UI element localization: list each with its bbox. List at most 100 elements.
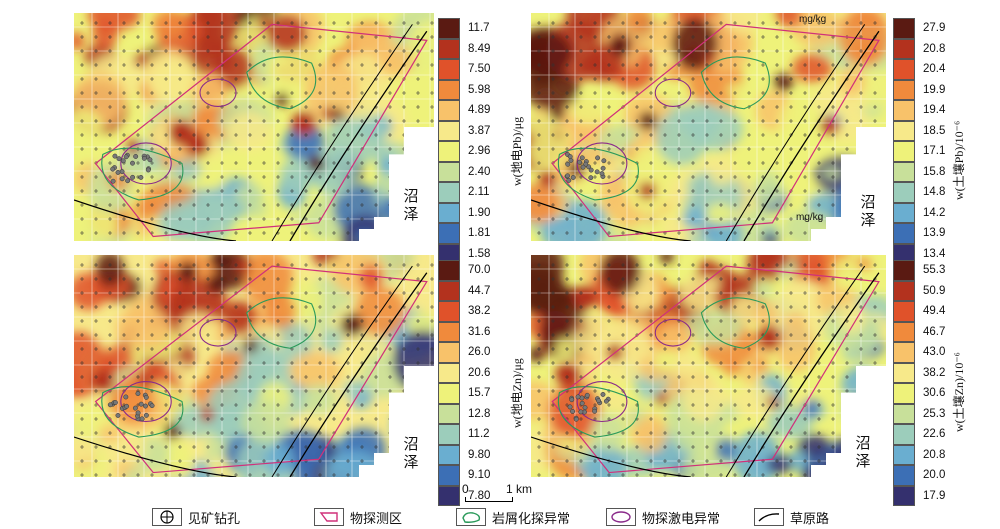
sample-point xyxy=(164,459,168,463)
sample-point xyxy=(108,217,112,221)
sample-point xyxy=(719,105,723,109)
hotspot-blob xyxy=(163,422,181,440)
sample-point xyxy=(733,217,737,221)
sample-point xyxy=(845,361,849,365)
sample-point xyxy=(332,445,336,449)
sample-point xyxy=(565,35,569,39)
colorbar-tick-label: 4.89 xyxy=(468,104,491,116)
colorbar-tick-label: 5.98 xyxy=(468,83,491,96)
sample-point xyxy=(621,21,625,25)
sample-point xyxy=(276,119,280,123)
sample-point xyxy=(122,473,126,477)
anomaly-blob xyxy=(134,219,153,238)
sample-point xyxy=(388,305,392,309)
sample-point xyxy=(346,431,350,435)
sample-point xyxy=(318,347,322,351)
sample-point xyxy=(747,389,751,393)
sample-point xyxy=(304,361,308,365)
sample-point xyxy=(537,203,541,207)
sample-point xyxy=(761,361,765,365)
sample-point xyxy=(775,389,779,393)
sample-point xyxy=(747,431,751,435)
drill-hole-marker xyxy=(123,394,129,400)
sample-point xyxy=(579,375,583,379)
sample-point xyxy=(220,333,224,337)
sample-point xyxy=(374,277,378,281)
sample-point xyxy=(108,459,112,463)
sample-point xyxy=(761,189,765,193)
sample-point xyxy=(719,333,723,337)
sample-point xyxy=(262,375,266,379)
sample-point xyxy=(761,161,765,165)
map-panel-zn-soil xyxy=(531,255,886,477)
survey-area-outline xyxy=(94,265,428,474)
colorbar-swatch xyxy=(438,465,460,486)
sample-point xyxy=(551,389,555,393)
colorbar-pb-electro: 11.7 8.49 7.50 5.98 4.89 3.87 2.96 2.40 2.11 1.90… xyxy=(438,18,558,268)
sample-point xyxy=(677,133,681,137)
sample-point xyxy=(304,77,308,81)
sample-point xyxy=(607,133,611,137)
sample-point xyxy=(705,147,709,151)
sample-point xyxy=(621,291,625,295)
sample-point xyxy=(276,417,280,421)
sample-point xyxy=(276,49,280,53)
sample-point xyxy=(304,35,308,39)
sample-point xyxy=(192,389,196,393)
sample-point xyxy=(677,203,681,207)
sample-point xyxy=(747,217,751,221)
sample-point xyxy=(705,49,709,53)
sample-point xyxy=(94,431,98,435)
sample-point xyxy=(122,203,126,207)
sample-point xyxy=(677,21,681,25)
sample-point xyxy=(789,473,793,477)
sample-point xyxy=(831,161,835,165)
drill-hole-marker xyxy=(595,155,601,161)
sample-point xyxy=(304,459,308,463)
sample-point xyxy=(122,291,126,295)
sample-point xyxy=(206,445,210,449)
sample-point xyxy=(775,459,779,463)
sample-point xyxy=(346,161,350,165)
colorbar-pb-soil: 27.9 20.8 20.4 19.9 19.4 18.5 17.1 15.8 14.8 14.2… xyxy=(893,18,1000,268)
sample-point xyxy=(234,217,238,221)
colorbar-swatch xyxy=(893,465,915,486)
sample-point xyxy=(565,291,569,295)
sample-point xyxy=(220,347,224,351)
anomaly-blob xyxy=(115,307,171,350)
sample-point xyxy=(136,459,140,463)
sample-point xyxy=(206,217,210,221)
sample-point xyxy=(579,203,583,207)
marsh-area xyxy=(811,366,886,477)
anomaly-blob xyxy=(754,281,773,299)
road-line xyxy=(743,30,880,241)
colorbar-swatch xyxy=(893,444,915,465)
colorbar-title: w(土壤Zn)/10⁻⁶ xyxy=(952,352,966,432)
sample-point xyxy=(178,389,182,393)
colorbar-swatch xyxy=(438,383,460,404)
sample-point xyxy=(248,361,252,365)
sample-point xyxy=(593,389,597,393)
ip-anomaly-outline xyxy=(654,78,692,108)
colorbar-tick-label: 31.6 xyxy=(468,325,491,338)
sample-point xyxy=(318,105,322,109)
sample-point xyxy=(290,263,294,267)
sample-point xyxy=(136,133,140,137)
sample-point xyxy=(374,431,378,435)
sample-point xyxy=(206,35,210,39)
colorbar-tick-label: 27.9 xyxy=(923,22,946,34)
sample-point xyxy=(318,333,322,337)
sample-point xyxy=(318,77,322,81)
sample-point xyxy=(789,277,793,281)
sample-point xyxy=(430,35,434,39)
sample-point xyxy=(551,147,555,151)
sample-point xyxy=(761,77,765,81)
sample-point xyxy=(290,389,294,393)
sample-point xyxy=(136,231,140,235)
sample-point xyxy=(374,305,378,309)
sample-point xyxy=(248,133,252,137)
sample-point xyxy=(677,417,681,421)
sample-point xyxy=(803,147,807,151)
sample-point xyxy=(677,63,681,67)
sample-point xyxy=(761,277,765,281)
